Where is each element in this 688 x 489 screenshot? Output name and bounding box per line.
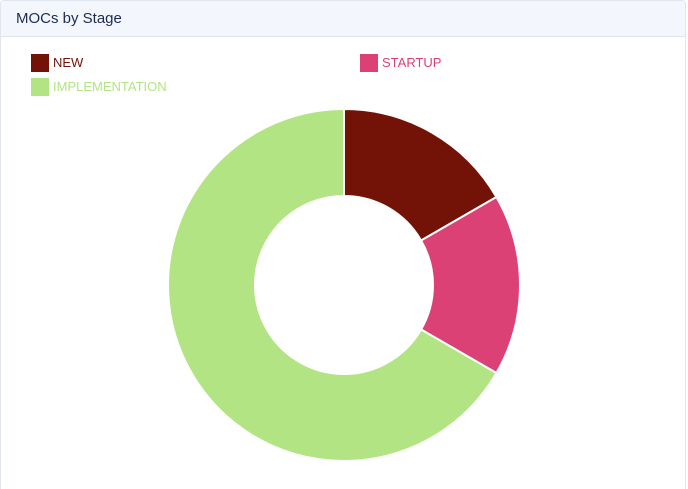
legend-label-implementation: IMPLEMENTATION [53,79,167,94]
slice-implementation[interactable] [167,107,498,462]
slice-startup[interactable] [419,195,521,375]
legend-swatch-new [31,54,49,72]
slice-new[interactable] [343,107,498,242]
card-header: MOCs by Stage [1,1,685,37]
legend-label-startup: STARTUP [382,55,442,70]
card-title: MOCs by Stage [16,10,122,27]
legend-label-new: NEW [53,55,84,70]
legend-swatch-implementation [31,78,49,96]
legend-swatch-startup [360,54,378,72]
